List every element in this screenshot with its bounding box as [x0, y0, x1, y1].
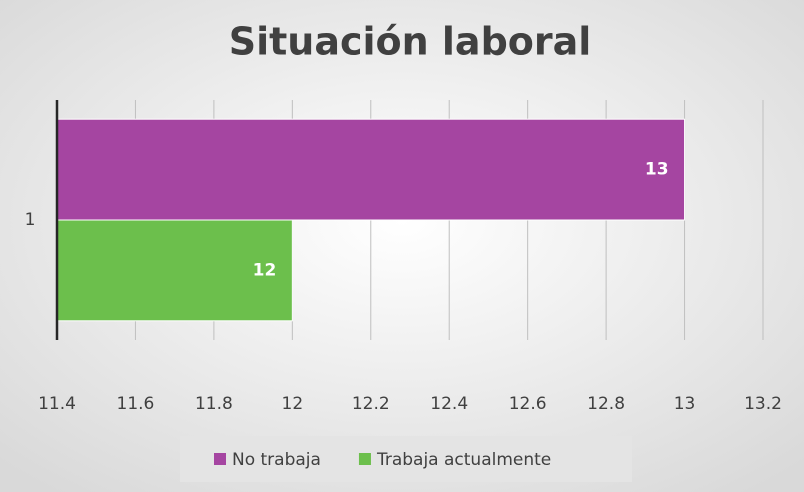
legend-label: No trabaja: [232, 450, 321, 470]
data-label: 12: [253, 260, 277, 280]
bar: [56, 219, 293, 322]
y-tick-label: 1: [25, 210, 36, 230]
legend-box: [180, 436, 632, 482]
chart-title: Situación laboral: [229, 20, 592, 64]
x-tick-label: 12.8: [587, 394, 625, 414]
legend-swatch: [214, 453, 226, 465]
bar: [56, 118, 686, 221]
x-tick-label: 11.6: [117, 394, 155, 414]
x-tick-label: 11.8: [195, 394, 233, 414]
legend-label: Trabaja actualmente: [376, 450, 551, 470]
legend-swatch: [358, 453, 371, 465]
x-tick-label: 13.2: [744, 394, 782, 414]
x-tick-label: 12.6: [509, 394, 547, 414]
data-label: 13: [645, 160, 669, 180]
x-tick-label: 12.2: [352, 394, 390, 414]
x-tick-label: 12: [282, 394, 304, 414]
x-tick-label: 12.4: [430, 394, 468, 414]
x-tick-label: 11.4: [38, 394, 76, 414]
x-tick-label: 13: [674, 394, 696, 414]
